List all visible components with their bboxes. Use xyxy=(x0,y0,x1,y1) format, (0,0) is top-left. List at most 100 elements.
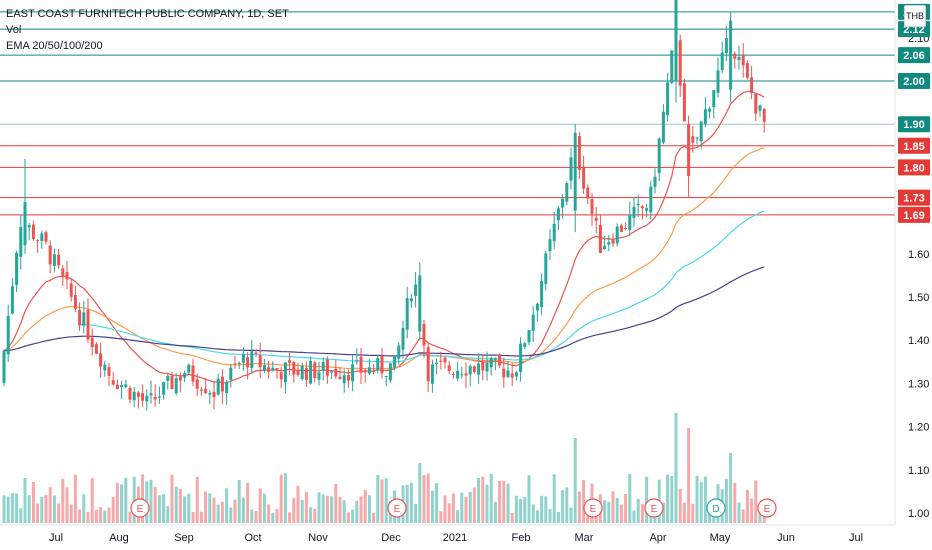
candle-body xyxy=(439,360,443,362)
volume-bar xyxy=(321,494,325,523)
candle-body xyxy=(582,167,586,189)
candle-body xyxy=(23,201,27,246)
candle-body xyxy=(506,370,510,377)
candle-body xyxy=(367,367,371,374)
candle-body xyxy=(107,366,111,376)
volume-bar xyxy=(107,507,111,523)
candle-body xyxy=(741,54,745,66)
candle-body xyxy=(682,83,686,122)
candle-body xyxy=(73,295,77,309)
candle-body xyxy=(174,378,178,394)
candle-body xyxy=(615,226,619,244)
volume-label[interactable]: Vol xyxy=(6,24,22,36)
marker-circle xyxy=(706,498,726,518)
volume-bar xyxy=(267,504,271,523)
earnings-marker: E xyxy=(387,498,407,518)
candle-body xyxy=(120,385,124,388)
candle-body xyxy=(619,225,623,232)
volume-bar xyxy=(300,499,304,523)
candle-body xyxy=(577,135,581,171)
volume-bar xyxy=(10,493,14,523)
level-badge xyxy=(898,116,930,133)
volume-bar xyxy=(384,478,388,523)
candle-body xyxy=(195,379,199,389)
symbol-title[interactable]: EAST COAST FURNITECH PUBLIC COMPANY, 1D,… xyxy=(6,8,289,20)
candle-body xyxy=(649,186,653,213)
volume-bar xyxy=(498,481,502,523)
currency-badge[interactable]: THB xyxy=(904,5,926,27)
level-badge xyxy=(898,47,930,64)
candle-body xyxy=(241,354,245,363)
volume-bar xyxy=(733,482,737,523)
volume-bar xyxy=(229,507,233,523)
candle-body xyxy=(460,374,464,376)
candle-body xyxy=(548,239,552,252)
candle-body xyxy=(451,373,455,376)
earnings-marker: E xyxy=(583,498,603,518)
candle-body xyxy=(149,393,153,396)
x-tick-label: Jul xyxy=(849,532,863,544)
volume-bar xyxy=(86,512,90,523)
candle-body xyxy=(275,367,279,371)
volume-bar xyxy=(670,476,674,523)
marker-label: E xyxy=(394,504,401,515)
candle-body xyxy=(464,373,468,376)
candle-body xyxy=(565,183,569,202)
volume-bar xyxy=(94,509,98,523)
candle-body xyxy=(632,206,636,218)
volume-bar xyxy=(477,478,481,523)
volume-bar xyxy=(510,512,514,523)
candle-body xyxy=(556,208,560,221)
level-badge-label: 1.73 xyxy=(903,193,924,205)
volume-bar xyxy=(409,482,413,523)
candle-body xyxy=(10,286,14,314)
level-badge-label: 1.80 xyxy=(903,162,924,174)
candle-body xyxy=(523,343,527,347)
candle-body xyxy=(502,368,506,378)
level-badge xyxy=(898,137,930,154)
candle-body xyxy=(762,108,766,122)
candle-body xyxy=(372,370,376,372)
candle-body xyxy=(342,375,346,384)
candle-body xyxy=(737,56,741,61)
candle-body xyxy=(388,363,392,381)
volume-bar xyxy=(44,494,48,523)
volume-bar xyxy=(31,482,35,523)
candle-body xyxy=(283,362,287,383)
candle-body xyxy=(355,360,359,362)
candle-body xyxy=(128,388,132,400)
volume-bar xyxy=(191,511,195,523)
volume-bar xyxy=(561,490,565,523)
volume-bar xyxy=(279,474,283,523)
marker-circle xyxy=(757,498,777,518)
candle-body xyxy=(321,362,325,371)
volume-bar xyxy=(292,498,296,523)
marker-label: D xyxy=(712,504,719,515)
candle-body xyxy=(229,367,233,381)
candle-body xyxy=(191,365,195,382)
volume-bar xyxy=(447,503,451,523)
volume-bar xyxy=(48,487,52,523)
candle-body xyxy=(2,350,6,383)
level-badge-label: 2.06 xyxy=(903,50,924,62)
level-badge xyxy=(898,206,930,223)
candle-body xyxy=(695,137,699,139)
candle-body xyxy=(598,224,602,253)
candle-body xyxy=(157,396,161,398)
candle-body xyxy=(334,368,338,377)
ema-label[interactable]: EMA 20/50/100/200 xyxy=(6,40,103,52)
volume-bar xyxy=(674,413,678,523)
candle-body xyxy=(250,351,254,368)
candle-body xyxy=(27,225,31,228)
candle-body xyxy=(628,214,632,230)
volume-bar xyxy=(141,474,145,523)
volume-bar xyxy=(695,475,699,523)
candle-body xyxy=(31,224,35,239)
volume-bar xyxy=(603,500,607,523)
volume-bar xyxy=(78,509,82,523)
candle-body xyxy=(330,371,334,373)
candle-body xyxy=(401,328,405,350)
y-tick-label: 1.30 xyxy=(908,378,929,390)
